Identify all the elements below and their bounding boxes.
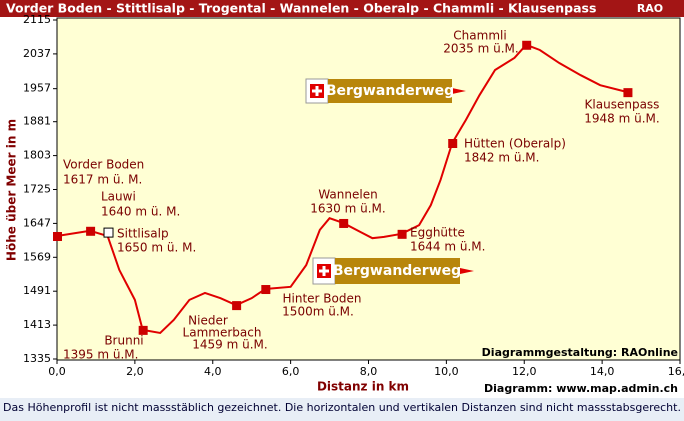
waypoint-label: 1948 m ü.M. bbox=[584, 112, 659, 126]
waypoint-marker bbox=[232, 301, 242, 311]
waypoint-marker bbox=[623, 88, 633, 98]
y-tick-label: 1957 bbox=[23, 82, 51, 95]
waypoint-label: Egghütte bbox=[410, 226, 465, 240]
x-axis-label: Distanz in km bbox=[317, 380, 409, 394]
plot-area bbox=[56, 17, 681, 361]
sign-text: Bergwanderweg bbox=[326, 83, 454, 99]
credit: Diagramm: www.map.admin.ch bbox=[484, 382, 678, 395]
waypoint-label: 1500m ü.M. bbox=[282, 305, 354, 319]
waypoint-label: Chammli bbox=[453, 29, 506, 43]
x-tick-label: 6,0 bbox=[282, 365, 300, 378]
credit: Diagrammgestaltung: RAOnline bbox=[482, 346, 678, 359]
x-tick-label: 14,0 bbox=[590, 365, 615, 378]
x-tick-label: 4,0 bbox=[204, 365, 222, 378]
y-tick-label: 2115 bbox=[23, 13, 51, 26]
y-tick-label: 1413 bbox=[23, 318, 51, 331]
waypoint-label: Vorder Boden bbox=[63, 158, 144, 172]
x-tick-label: 0,0 bbox=[48, 365, 66, 378]
waypoint-label: 1459 m ü.M. bbox=[192, 338, 267, 352]
waypoint-marker bbox=[261, 285, 271, 295]
waypoint-label: Lauwi bbox=[101, 190, 136, 204]
waypoint-label: Sittlisalp bbox=[117, 227, 169, 241]
y-tick-label: 1491 bbox=[23, 284, 51, 297]
waypoint-marker bbox=[138, 325, 148, 335]
x-tick-label: 8,0 bbox=[360, 365, 378, 378]
y-tick-label: 1569 bbox=[23, 250, 51, 263]
waypoint-label: Brunni bbox=[104, 334, 143, 348]
footer-band bbox=[0, 398, 684, 421]
y-tick-label: 1335 bbox=[23, 352, 51, 365]
y-axis-label: Höhe über Meer in m bbox=[5, 119, 19, 261]
title-band bbox=[0, 0, 684, 17]
waypoint-label: 1640 m ü. M. bbox=[101, 205, 180, 219]
sign: Bergwanderweg bbox=[305, 78, 466, 104]
y-tick-label: 1725 bbox=[23, 183, 51, 196]
waypoint-marker bbox=[86, 226, 96, 236]
x-tick-label: 16,0 bbox=[668, 365, 684, 378]
waypoint-label: 1617 m ü. M. bbox=[63, 173, 142, 187]
chart-title: Vorder Boden - Stittlisalp - Trogental -… bbox=[6, 1, 596, 16]
y-tick-label: 1881 bbox=[23, 115, 51, 128]
badge: RAO bbox=[637, 2, 663, 15]
waypoint-label: 1650 m ü. M. bbox=[117, 241, 196, 255]
waypoint-label: 2035 m ü.M. bbox=[443, 42, 518, 56]
waypoint-label: 1644 m ü.M. bbox=[410, 240, 485, 254]
waypoint-label: 1395 m ü.M. bbox=[63, 348, 138, 362]
y-tick-label: 2037 bbox=[23, 47, 51, 60]
waypoint-marker bbox=[522, 40, 532, 50]
y-tick-label: 1803 bbox=[23, 149, 51, 162]
waypoint-marker bbox=[397, 229, 407, 239]
sign: Bergwanderweg bbox=[312, 257, 474, 285]
waypoint-label: Wannelen bbox=[318, 188, 377, 202]
waypoint-label: Klausenpass bbox=[585, 98, 660, 112]
waypoint-label: Nieder bbox=[188, 314, 228, 328]
x-tick-label: 10,0 bbox=[434, 365, 459, 378]
waypoint-label: Lammerbach bbox=[183, 326, 262, 340]
footer: Das Höhenprofil ist nicht massstäblich g… bbox=[3, 401, 681, 414]
waypoint-label: 1842 m ü.M. bbox=[464, 151, 539, 165]
x-tick-label: 2,0 bbox=[126, 365, 144, 378]
waypoint-marker bbox=[103, 227, 114, 238]
sign-text: Bergwanderweg bbox=[333, 263, 461, 279]
y-tick-label: 1647 bbox=[23, 216, 51, 229]
waypoint-label: Hinter Boden bbox=[283, 292, 362, 306]
waypoint-label: Hütten (Oberalp) bbox=[464, 137, 566, 151]
waypoint-marker bbox=[53, 232, 62, 242]
waypoint-marker bbox=[339, 218, 349, 228]
waypoint-label: 1630 m ü.M. bbox=[310, 202, 385, 216]
x-tick-label: 12,0 bbox=[512, 365, 537, 378]
waypoint-marker bbox=[448, 138, 458, 148]
